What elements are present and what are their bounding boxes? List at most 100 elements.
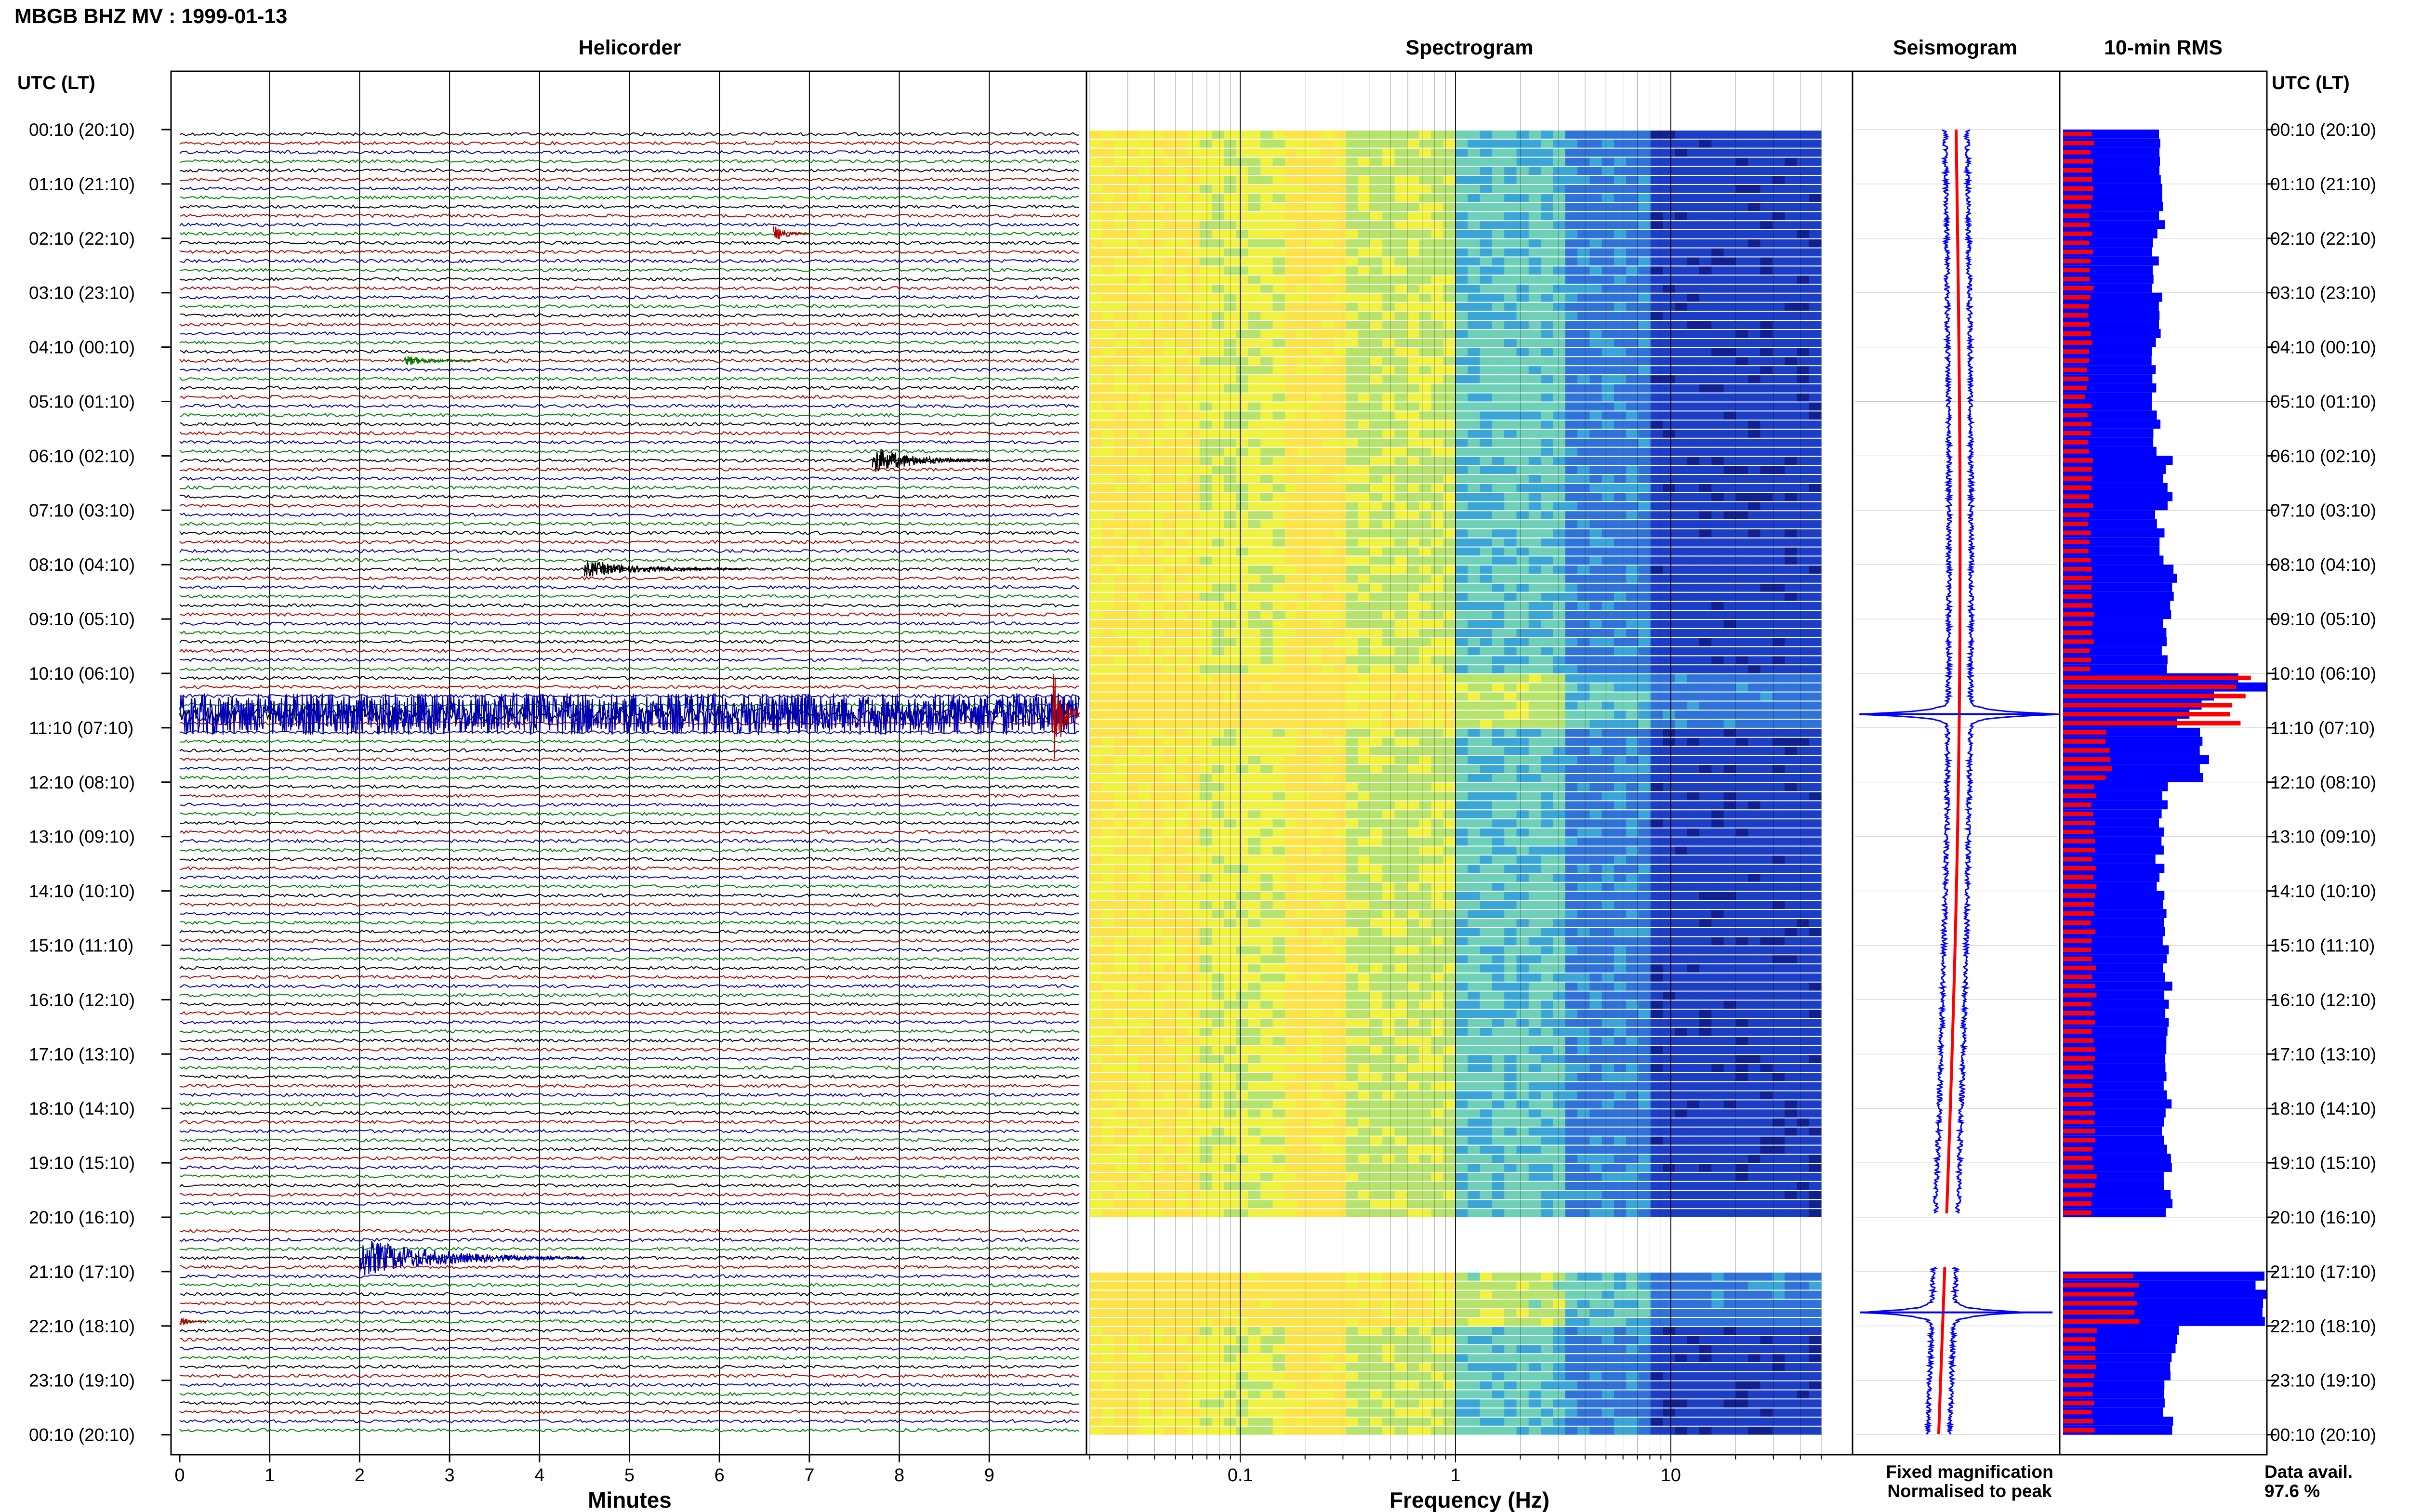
spectrogram-cell [1431, 357, 1444, 366]
spectrogram-cell [1406, 139, 1419, 148]
spectrogram-cell [1772, 475, 1785, 483]
spectrogram-cell [1480, 737, 1493, 746]
spectrogram-cell [1480, 665, 1493, 673]
spectrogram-cell [1175, 312, 1188, 320]
spectrogram-cell [1541, 620, 1553, 628]
spectrogram-cell [1650, 375, 1663, 383]
spectrogram-cell [1699, 393, 1712, 402]
spectrogram-cell [1748, 248, 1761, 257]
spectrogram-cell [1516, 493, 1529, 501]
spectrogram-cell [1284, 692, 1297, 701]
spectrogram-cell [1772, 602, 1785, 610]
spectrogram-cell [1614, 221, 1627, 229]
spectrogram-cell [1334, 647, 1346, 656]
spectrogram-cell [1334, 276, 1346, 284]
spectrogram-cell [1151, 221, 1164, 229]
spectrogram-cell [1224, 774, 1237, 782]
spectrogram-cell [1711, 547, 1724, 556]
spectrogram-cell [1699, 701, 1712, 710]
spectrogram-cell [1138, 828, 1152, 837]
spectrogram-cell [1614, 366, 1627, 374]
spectrogram-cell [1334, 701, 1346, 710]
spectrogram-cell [1370, 131, 1383, 139]
spectrogram-cell [1334, 583, 1346, 592]
spectrogram-cell [1663, 620, 1675, 628]
spectrogram-cell [1699, 692, 1712, 701]
spectrogram-cell [1163, 184, 1176, 193]
spectrogram-cell [1370, 810, 1383, 819]
spectrogram-cell [1406, 421, 1419, 429]
spectrogram-cell [1102, 248, 1115, 257]
spectrogram-cell [1199, 774, 1212, 782]
spectrogram-cell [1602, 692, 1615, 701]
spectrogram-cell [1370, 665, 1383, 673]
spectrogram-cell [1260, 484, 1273, 492]
spectrogram-cell [1565, 810, 1578, 819]
spectrogram-cell [1492, 239, 1505, 248]
spectrogram-cell [1321, 783, 1334, 791]
spectrogram-cell [1541, 665, 1553, 673]
spectrogram-cell [1528, 846, 1541, 855]
spectrogram-cell [1443, 302, 1456, 311]
spectrogram-cell [1723, 339, 1736, 347]
spectrogram-cell [1602, 302, 1615, 311]
spectrogram-cell [1297, 502, 1310, 511]
spectrogram-cell [1528, 257, 1541, 266]
spectrogram-cell [1187, 176, 1200, 184]
helicorder-trace [179, 1428, 1080, 1433]
spectrogram-cell [1577, 276, 1590, 284]
spectrogram-cell [1321, 747, 1334, 755]
spectrogram-cell [1614, 602, 1627, 610]
spectrogram-cell [1212, 647, 1224, 656]
spectrogram-cell [1785, 276, 1797, 284]
spectrogram-cell [1102, 720, 1115, 728]
spectrogram-cell [1711, 538, 1724, 547]
spectrogram-cell [1589, 656, 1602, 665]
spectrogram-cell [1480, 184, 1493, 193]
spectrogram-cell [1711, 502, 1724, 511]
spectrogram-cell [1687, 402, 1700, 411]
spectrogram-cell [1138, 774, 1152, 782]
spectrogram-cell [1199, 339, 1212, 347]
spectrogram-cell [1797, 647, 1810, 656]
spectrogram-cell [1406, 765, 1419, 773]
spectrogram-cell [1321, 248, 1334, 257]
spectrogram-cell [1212, 575, 1224, 583]
spectrogram-cell [1785, 611, 1797, 619]
spectrogram-cell [1334, 665, 1346, 673]
spectrogram-cell [1468, 393, 1481, 402]
spectrogram-cell [1589, 457, 1602, 465]
spectrogram-cell [1589, 629, 1602, 637]
spectrogram-cell [1394, 402, 1407, 411]
spectrogram-cell [1626, 339, 1639, 347]
spectrogram-cell [1260, 230, 1273, 238]
spectrogram-cell [1687, 720, 1700, 728]
spectrogram-cell [1711, 366, 1724, 374]
spectrogram-cell [1419, 384, 1431, 393]
spectrogram-cell [1492, 592, 1505, 601]
spectrogram-cell [1735, 629, 1748, 637]
spectrogram-cell [1456, 438, 1468, 447]
spectrogram-cell [1797, 801, 1810, 810]
spectrogram-cell [1516, 411, 1529, 420]
spectrogram-cell [1175, 520, 1188, 528]
spectrogram-cell [1760, 131, 1773, 139]
spectrogram-cell [1602, 846, 1615, 855]
spectrogram-cell [1614, 402, 1627, 411]
spectrogram-cell [1504, 366, 1517, 374]
spectrogram-cell [1151, 203, 1164, 211]
spectrogram-cell [1650, 239, 1663, 248]
spectrogram-cell [1516, 656, 1529, 665]
spectrogram-cell [1565, 393, 1578, 402]
spectrogram-cell [1321, 520, 1334, 528]
spectrogram-cell [1711, 493, 1724, 501]
spectrogram-cell [1394, 683, 1407, 692]
spectrogram-cell [1358, 239, 1371, 248]
spectrogram-cell [1614, 656, 1627, 665]
spectrogram-cell [1443, 783, 1456, 791]
spectrogram-cell [1406, 366, 1419, 374]
spectrogram-cell [1358, 529, 1371, 538]
spectrogram-cell [1650, 230, 1663, 238]
spectrogram-cell [1541, 728, 1553, 737]
spectrogram-cell [1760, 783, 1773, 791]
